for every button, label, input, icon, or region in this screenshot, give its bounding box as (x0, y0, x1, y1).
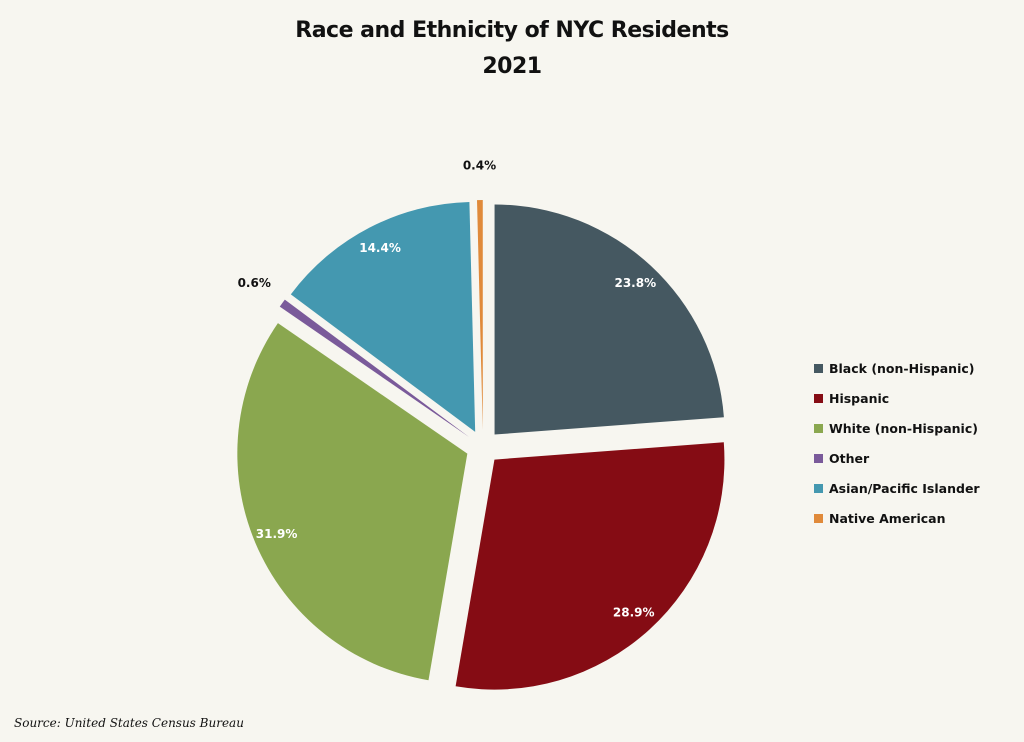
legend-label: White (non-Hispanic) (829, 420, 978, 436)
pie-slice-hispanic (455, 442, 725, 690)
pie-slice-white-non-hispanic (237, 323, 468, 681)
legend-item: Black (non-Hispanic) (814, 353, 980, 383)
data-label: 28.9% (613, 606, 655, 620)
legend-item: White (non-Hispanic) (814, 413, 980, 443)
data-label: 23.8% (614, 276, 656, 290)
legend-swatch (814, 363, 823, 373)
legend-label: Asian/Pacific Islander (829, 480, 980, 496)
legend-item: Other (814, 443, 980, 473)
legend-swatch (814, 483, 823, 493)
legend-item: Hispanic (814, 383, 980, 413)
legend-item: Native American (814, 503, 980, 533)
pie-slice-asian-pacific-islander (290, 201, 476, 432)
data-label: 0.6% (238, 276, 271, 290)
chart-subtitle: 2021 (482, 54, 542, 79)
pie-slice-other (279, 299, 470, 438)
legend-swatch (814, 393, 823, 403)
legend-item: Asian/Pacific Islander (814, 473, 980, 503)
legend-label: Other (829, 450, 870, 466)
legend-swatch (814, 423, 823, 433)
source-note: Source: United States Census Bureau (14, 716, 244, 730)
legend-swatch (814, 453, 823, 463)
legend-swatch (814, 513, 823, 523)
legend-label: Hispanic (829, 390, 890, 406)
data-label: 31.9% (256, 527, 298, 541)
chart-title: Race and Ethnicity of NYC Residents (295, 18, 729, 43)
legend-label: Black (non-Hispanic) (829, 360, 975, 376)
data-label: 0.4% (463, 159, 496, 173)
pie-slice-native-american (477, 200, 483, 431)
data-label: 14.4% (359, 241, 401, 255)
pie-slice-black-non-hispanic (494, 204, 724, 435)
legend: Black (non-Hispanic) Hispanic White (non-H… (814, 353, 980, 533)
legend-label: Native American (829, 510, 946, 526)
